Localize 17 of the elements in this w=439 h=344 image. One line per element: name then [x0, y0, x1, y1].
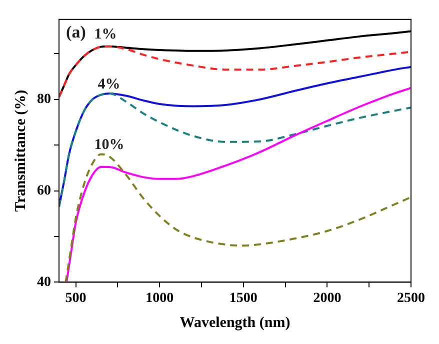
x-tick-label: 1000	[146, 291, 174, 306]
y-tick-label: 80	[37, 92, 51, 107]
line-series	[59, 45, 411, 98]
x-tick-label: 2500	[397, 291, 425, 306]
y-axis-title: Transmittance (%)	[12, 90, 29, 212]
x-axis-title: Wavelength (nm)	[180, 314, 290, 331]
annotation: 4%	[98, 76, 120, 93]
line-series	[64, 153, 411, 282]
y-tick-label: 40	[37, 274, 51, 290]
line-series	[59, 92, 411, 208]
x-tick-label: 2000	[313, 291, 342, 306]
annotation: 1%	[94, 26, 117, 43]
y-tick-label: 60	[37, 183, 51, 198]
annotation: 10%	[94, 137, 124, 154]
x-tick-label: 1500	[229, 291, 258, 306]
annotation: (a)	[66, 22, 86, 42]
x-tick-label: 500	[65, 291, 86, 306]
